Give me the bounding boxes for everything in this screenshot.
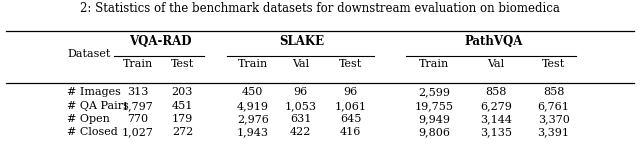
Text: 9,806: 9,806 xyxy=(418,127,450,137)
Text: # Closed: # Closed xyxy=(67,127,118,137)
Text: VQA-RAD: VQA-RAD xyxy=(129,35,191,48)
Text: 9,949: 9,949 xyxy=(418,114,450,124)
Text: Test: Test xyxy=(339,59,362,69)
Text: 3,135: 3,135 xyxy=(480,127,512,137)
Text: 2: Statistics of the benchmark datasets for downstream evaluation on biomedica: 2: Statistics of the benchmark datasets … xyxy=(80,2,560,15)
Text: 2,976: 2,976 xyxy=(237,114,269,124)
Text: Test: Test xyxy=(171,59,194,69)
Text: Val: Val xyxy=(292,59,309,69)
Text: 3,370: 3,370 xyxy=(538,114,570,124)
Text: 6,761: 6,761 xyxy=(538,101,570,111)
Text: 272: 272 xyxy=(172,127,193,137)
Text: # Images: # Images xyxy=(67,87,121,97)
Text: 858: 858 xyxy=(485,87,507,97)
Text: SLAKE: SLAKE xyxy=(279,35,324,48)
Text: 1,053: 1,053 xyxy=(285,101,317,111)
Text: 631: 631 xyxy=(290,114,312,124)
Text: 96: 96 xyxy=(294,87,308,97)
Text: Val: Val xyxy=(488,59,504,69)
Text: 3,391: 3,391 xyxy=(538,127,570,137)
Text: # QA Pairs: # QA Pairs xyxy=(67,101,129,111)
Text: 1,061: 1,061 xyxy=(335,101,367,111)
Text: 1,797: 1,797 xyxy=(122,101,154,111)
Text: 1,943: 1,943 xyxy=(237,127,269,137)
Text: 422: 422 xyxy=(290,127,312,137)
Text: 2,599: 2,599 xyxy=(418,87,450,97)
Text: 6,279: 6,279 xyxy=(480,101,512,111)
Text: 858: 858 xyxy=(543,87,564,97)
Text: Test: Test xyxy=(542,59,565,69)
Text: Train: Train xyxy=(122,59,153,69)
Text: 4,919: 4,919 xyxy=(237,101,269,111)
Text: 770: 770 xyxy=(127,114,148,124)
Text: 313: 313 xyxy=(127,87,148,97)
Text: 3,144: 3,144 xyxy=(480,114,512,124)
Text: 416: 416 xyxy=(340,127,362,137)
Text: 451: 451 xyxy=(172,101,193,111)
Text: 645: 645 xyxy=(340,114,362,124)
Text: 179: 179 xyxy=(172,114,193,124)
Text: PathVQA: PathVQA xyxy=(465,35,524,48)
Text: Dataset: Dataset xyxy=(67,49,111,58)
Text: # Open: # Open xyxy=(67,114,110,124)
Text: 96: 96 xyxy=(344,87,358,97)
Text: 19,755: 19,755 xyxy=(415,101,453,111)
Text: Train: Train xyxy=(237,59,268,69)
Text: 450: 450 xyxy=(242,87,264,97)
Text: 1,027: 1,027 xyxy=(122,127,154,137)
Text: 203: 203 xyxy=(172,87,193,97)
Text: Train: Train xyxy=(419,59,449,69)
